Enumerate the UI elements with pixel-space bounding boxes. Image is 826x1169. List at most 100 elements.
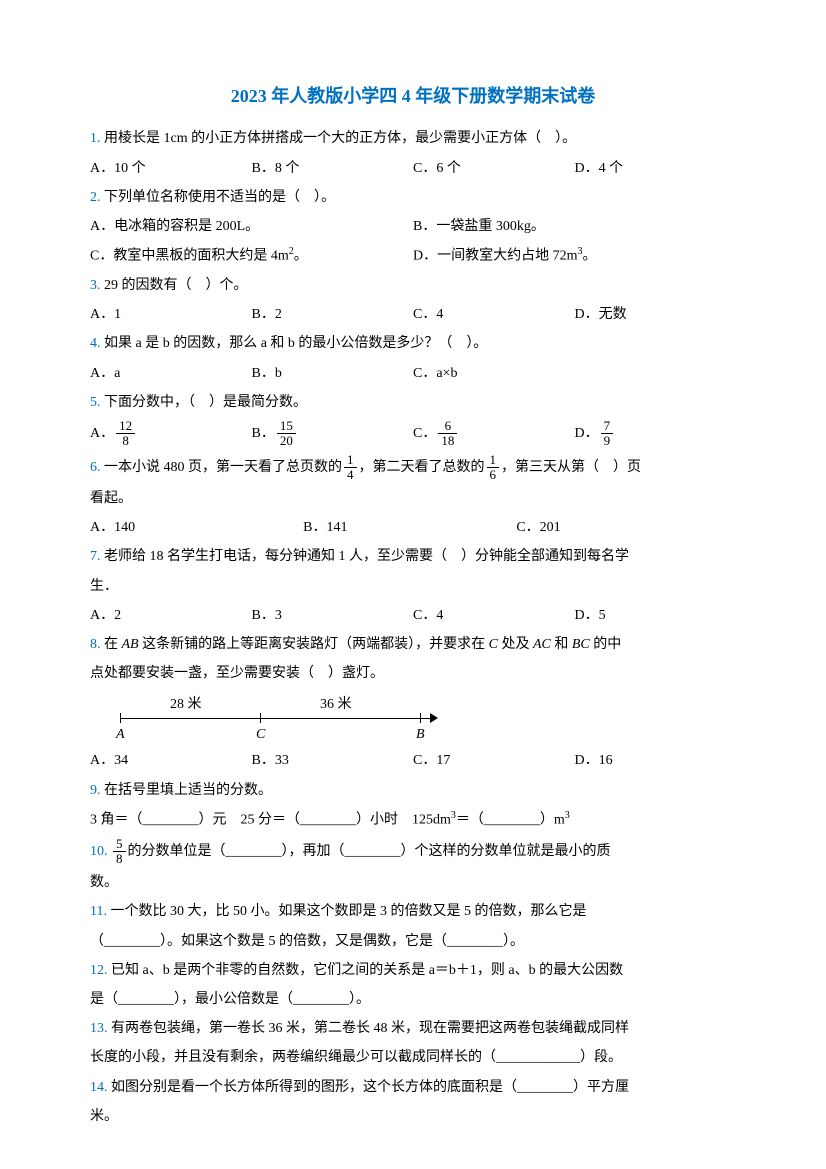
q13-stem2: 长度的小段，并且没有剩余，两卷编织绳最少可以截成同样长的（___________…	[90, 1045, 736, 1070]
q8-stem: 8. 在 AB 这条新铺的路上等距离安装路灯（两端都装），并要求在 C 处及 A…	[90, 632, 736, 657]
q3-opt-b: B．2	[252, 302, 414, 327]
q8-opt-d: D．16	[575, 748, 737, 773]
q7-options: A．2 B．3 C．4 D．5	[90, 603, 736, 628]
q4-num: 4.	[90, 336, 101, 351]
q3-text: 29 的因数有（ ）个。	[101, 278, 248, 293]
frac-icon: 79	[601, 419, 614, 449]
q8-options: A．34 B．33 C．17 D．16	[90, 748, 736, 773]
page-title: 2023 年人教版小学四 4 年级下册数学期末试卷	[90, 80, 736, 112]
q2-stem: 2. 下列单位名称使用不适当的是（ ）。	[90, 185, 736, 210]
sup-3b: 3	[565, 810, 570, 821]
q13-stem: 13. 有两卷包装绳，第一卷长 36 米，第二卷长 48 米，现在需要把这两卷包…	[90, 1016, 736, 1041]
q7-num: 7.	[90, 549, 101, 564]
q4-opt-c: C．a×b	[413, 361, 736, 386]
q2-optd-pre: D．一间教室大约占地 72m	[413, 249, 578, 264]
q2-opt-c: C．教室中黑板的面积大约是 4m2。	[90, 243, 413, 269]
frac-icon: 58	[113, 837, 126, 867]
q9-stem: 9. 在括号里填上适当的分数。	[90, 778, 736, 803]
q8-t5: 的中	[590, 637, 622, 652]
q1-opt-d: D．4 个	[575, 156, 737, 181]
q8-t4: 和	[551, 637, 572, 652]
q8-num: 8.	[90, 637, 101, 652]
q12-stem2: 是（________），最小公倍数是（________）。	[90, 987, 736, 1012]
q8-diagram: 28 米 36 米 A C B	[120, 692, 450, 742]
q2-optc-pre: C．教室中黑板的面积大约是 4m	[90, 249, 289, 264]
q11-stem: 11. 一个数比 30 大，比 50 小。如果这个数即是 3 的倍数又是 5 的…	[90, 899, 736, 924]
q9-line: 3 角＝（________）元 25 分＝（________）小时 125dm3…	[90, 807, 736, 833]
q6-num: 6.	[90, 460, 101, 475]
q10-t1: 的分数单位是（________），再加（________）个这样的分数单位就是最…	[128, 844, 611, 859]
q2-optd-post: 。	[583, 249, 597, 264]
arrow-icon	[430, 713, 438, 723]
frac-icon: 14	[344, 453, 357, 483]
q6-stem2: 看起。	[90, 486, 736, 511]
fd: 8	[116, 434, 135, 448]
q8-t3: 处及	[498, 637, 533, 652]
fn: 1	[487, 453, 500, 468]
q7-opt-b: B．3	[252, 603, 414, 628]
q2-opt-d: D．一间教室大约占地 72m3。	[413, 243, 736, 269]
q1-num: 1.	[90, 131, 101, 146]
fn: 15	[277, 419, 296, 434]
q13-num: 13.	[90, 1021, 108, 1036]
q8-ab: AB	[122, 637, 139, 652]
q11-t1: 一个数比 30 大，比 50 小。如果这个数即是 3 的倍数又是 5 的倍数，那…	[107, 904, 587, 919]
q1-opt-a: A．10 个	[90, 156, 252, 181]
q4-opt-b: B．b	[252, 361, 414, 386]
q1-options: A．10 个 B．8 个 C．6 个 D．4 个	[90, 156, 736, 181]
q3-options: A．1 B．2 C．4 D．无数	[90, 302, 736, 327]
q6-opt-a: A．140	[90, 515, 303, 540]
q5-lc: C．	[413, 426, 436, 441]
q7-opt-d: D．5	[575, 603, 737, 628]
q8-t2: 这条新铺的路上等距离安装路灯（两端都装），并要求在	[139, 637, 489, 652]
q10-stem: 10. 58的分数单位是（________），再加（________）个这样的分…	[90, 837, 736, 867]
q8-c: C	[489, 637, 498, 652]
q1-stem: 1. 用棱长是 1cm 的小正方体拼搭成一个大的正方体，最少需要小正方体（ ）。	[90, 126, 736, 151]
q14-t1: 如图分别是看一个长方体所得到的图形，这个长方体的底面积是（________）平方…	[108, 1080, 630, 1095]
label-b: B	[416, 722, 425, 747]
q12-num: 12.	[90, 963, 108, 978]
q8-bc: BC	[572, 637, 590, 652]
fn: 1	[344, 453, 357, 468]
q3-opt-d: D．无数	[575, 302, 737, 327]
q11-num: 11.	[90, 904, 107, 919]
q5-options: A．128 B．1520 C．618 D．79	[90, 419, 736, 449]
dist-28: 28 米	[170, 692, 202, 717]
q5-opt-b: B．1520	[252, 419, 414, 449]
q2-opts-row1: A．电冰箱的容积是 200L。 B．一袋盐重 300kg。	[90, 214, 736, 239]
frac-icon: 618	[438, 419, 457, 449]
q13-t1: 有两卷包装绳，第一卷长 36 米，第二卷长 48 米，现在需要把这两卷包装绳截成…	[108, 1021, 630, 1036]
q10-num: 10.	[90, 844, 108, 859]
q2-opt-a: A．电冰箱的容积是 200L。	[90, 214, 413, 239]
label-a: A	[116, 722, 125, 747]
fn: 7	[601, 419, 614, 434]
q4-text: 如果 a 是 b 的因数，那么 a 和 b 的最小公倍数是多少？（ ）。	[101, 336, 488, 351]
q7-opt-c: C．4	[413, 603, 575, 628]
q5-stem: 5. 下面分数中，（ ）是最简分数。	[90, 390, 736, 415]
q2-opt-b: B．一袋盐重 300kg。	[413, 214, 736, 239]
q5-num: 5.	[90, 395, 101, 410]
q5-lb: B．	[252, 426, 275, 441]
q8-ac: AC	[533, 637, 551, 652]
q6-opt-c: C．201	[516, 515, 729, 540]
q4-opt-a: A．a	[90, 361, 252, 386]
q6-t2: ，第二天看了总数的	[359, 460, 485, 475]
q7-text: 老师给 18 名学生打电话，每分钟通知 1 人，至少需要（ ）分钟能全部通知到每…	[101, 549, 630, 564]
q2-num: 2.	[90, 190, 101, 205]
q5-opt-d: D．79	[575, 419, 737, 449]
q5-opt-a: A．128	[90, 419, 252, 449]
q5-opt-c: C．618	[413, 419, 575, 449]
fd: 8	[113, 852, 126, 866]
q1-opt-b: B．8 个	[252, 156, 414, 181]
q3-opt-c: C．4	[413, 302, 575, 327]
q2-text: 下列单位名称使用不适当的是（ ）。	[101, 190, 336, 205]
q6-opt-b: B．141	[303, 515, 516, 540]
q6-stem: 6. 一本小说 480 页，第一天看了总页数的14，第二天看了总数的16，第三天…	[90, 453, 736, 483]
q11-stem2: （________）。如果这个数是 5 的倍数，又是偶数，它是（________…	[90, 929, 736, 954]
dist-36: 36 米	[320, 692, 352, 717]
q14-stem2: 米。	[90, 1104, 736, 1129]
q2-optc-post: 。	[294, 249, 308, 264]
q8-stem2: 点处都要安装一盏，至少需要安装（ ）盏灯。	[90, 661, 736, 686]
q8-opt-c: C．17	[413, 748, 575, 773]
q7-stem2: 生．	[90, 574, 736, 599]
